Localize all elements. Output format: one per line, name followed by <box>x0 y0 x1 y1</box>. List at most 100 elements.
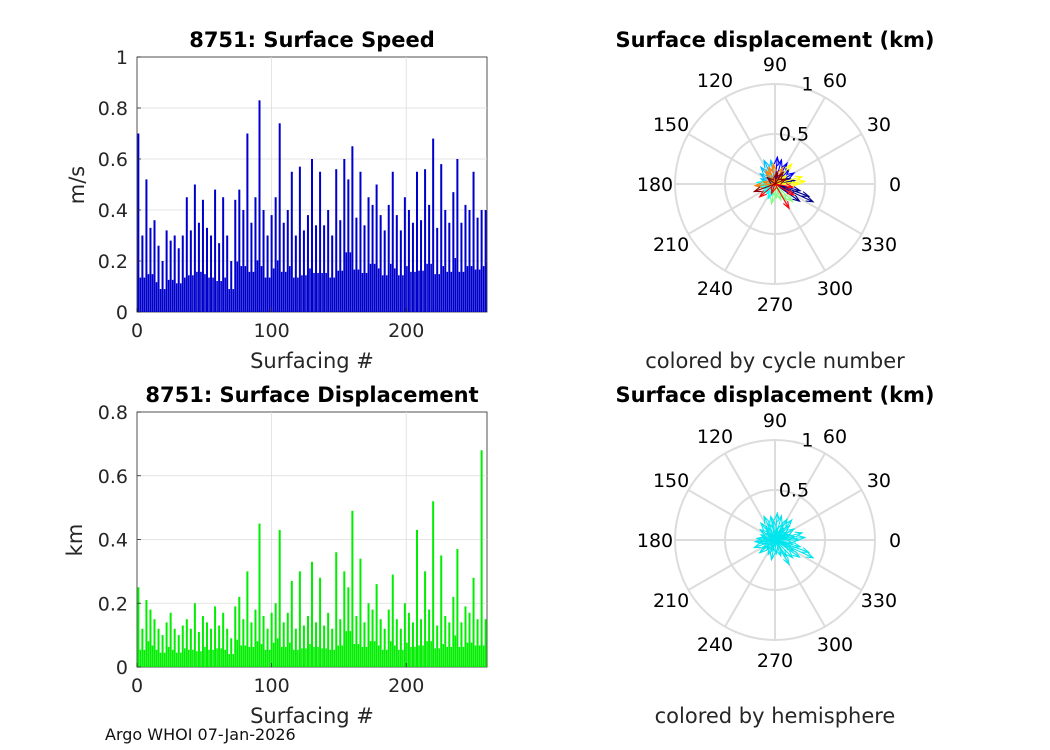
speed-bar <box>306 215 309 312</box>
speed-bar <box>462 271 465 312</box>
speed-bar <box>210 235 213 312</box>
speed-bar <box>189 230 192 312</box>
speed-bar <box>377 268 380 312</box>
speed-bar <box>442 266 445 312</box>
speed-bar <box>311 159 313 312</box>
speed-ytick-label: 0.8 <box>98 98 128 120</box>
displacement-bar <box>403 603 406 667</box>
displacement-bar <box>448 622 451 667</box>
speed-bar <box>228 289 231 312</box>
polar-hemisphere-spoke <box>724 539 776 628</box>
displacement-bar <box>222 612 225 667</box>
displacement-bar <box>414 646 416 667</box>
speed-bar <box>155 282 158 312</box>
displacement-bar <box>145 600 148 667</box>
displacement-bar <box>424 571 427 667</box>
polar-hemisphere-vector <box>774 539 790 566</box>
displacement-bar <box>192 649 194 667</box>
displacement-bar <box>171 649 174 667</box>
displacement-bar <box>345 631 348 667</box>
speed-bar <box>276 260 279 312</box>
displacement-bar <box>335 552 338 667</box>
displacement-bar <box>252 646 255 667</box>
polar-cycle-vector <box>774 171 784 185</box>
speed-bar <box>476 217 479 312</box>
speed-bar <box>474 269 477 312</box>
speed-bar <box>270 215 273 312</box>
speed-bar <box>369 263 372 312</box>
speed-bar <box>472 171 475 312</box>
displacement-bar <box>474 645 477 667</box>
displacement-bar <box>341 645 344 667</box>
speed-bar <box>139 277 142 312</box>
polar-cycle-title: Surface displacement (km) <box>615 28 934 52</box>
polar-cycle-spoke <box>724 96 776 185</box>
displacement-bar <box>480 450 483 667</box>
displacement-bar <box>311 561 313 667</box>
speed-bar <box>410 271 412 312</box>
speed-bar <box>218 243 221 312</box>
speed-bar <box>363 225 366 312</box>
speed-bar <box>167 279 170 312</box>
speed-bar <box>327 210 330 312</box>
displacement-bar <box>179 652 182 667</box>
polar-hemisphere-theta-label: 210 <box>653 590 689 612</box>
speed-bar <box>383 230 386 312</box>
displacement-bar <box>321 648 323 667</box>
speed-bar <box>137 133 140 312</box>
speed-ytick-label: 0.6 <box>98 149 128 171</box>
displacement-bar <box>236 639 239 667</box>
polar-cycle-vector <box>772 183 779 200</box>
displacement-xtick-label: 100 <box>253 675 289 697</box>
polar-cycle-theta-label: 210 <box>653 234 689 256</box>
displacement-bar <box>402 649 404 667</box>
displacement-bar <box>264 649 267 667</box>
displacement-ylabel: km <box>63 524 87 557</box>
polar-cycle-vector <box>774 183 794 203</box>
speed-bar <box>478 269 481 312</box>
displacement-bar <box>339 619 342 667</box>
displacement-bar <box>302 625 305 667</box>
polar-cycle-theta-label: 300 <box>817 278 853 300</box>
displacement-bar <box>226 628 229 667</box>
polar-hemisphere-labels: 0 30 60 90 120 150 180 210 240 270 300 330 0.5 1 <box>637 410 901 672</box>
displacement-bar <box>371 609 374 667</box>
speed-bar <box>179 283 182 312</box>
speed-bar <box>248 271 251 312</box>
displacement-bar <box>260 644 263 667</box>
displacement-bar <box>157 628 160 667</box>
speed-bar <box>444 210 447 312</box>
polar-hemisphere-theta-label: 60 <box>823 426 847 448</box>
speed-bar <box>302 230 305 312</box>
speed-bar <box>297 277 299 312</box>
displacement-bar <box>319 577 322 667</box>
displacement-bar <box>482 645 485 667</box>
speed-bar <box>242 210 245 312</box>
speed-bar <box>206 227 208 312</box>
displacement-bar <box>464 606 467 667</box>
speed-bar <box>359 171 362 312</box>
polar-cycle-theta-label: 180 <box>637 174 673 196</box>
speed-bar <box>147 274 150 312</box>
speed-bar <box>161 261 164 312</box>
displacement-bar <box>369 641 372 667</box>
speed-bar <box>480 210 483 312</box>
speed-bar <box>371 204 374 312</box>
speed-bar <box>393 268 396 312</box>
displacement-xtick-label: 200 <box>388 675 424 697</box>
displacement-bar <box>272 642 275 667</box>
speed-bar <box>351 146 354 312</box>
displacement-bar <box>389 641 392 667</box>
displacement-bar <box>189 628 192 667</box>
displacement-bar <box>329 649 331 667</box>
displacement-bar <box>288 642 291 667</box>
displacement-bar <box>476 619 479 667</box>
speed-bar <box>385 275 388 312</box>
displacement-bar <box>442 644 445 667</box>
displacement-bar <box>428 609 431 667</box>
polar-hemisphere-theta-label: 150 <box>653 470 689 492</box>
displacement-bar <box>379 619 382 667</box>
displacement-bar <box>137 587 140 667</box>
polar-cycle-theta-label: 150 <box>653 114 689 136</box>
polar-cycle-vectors <box>752 155 815 210</box>
